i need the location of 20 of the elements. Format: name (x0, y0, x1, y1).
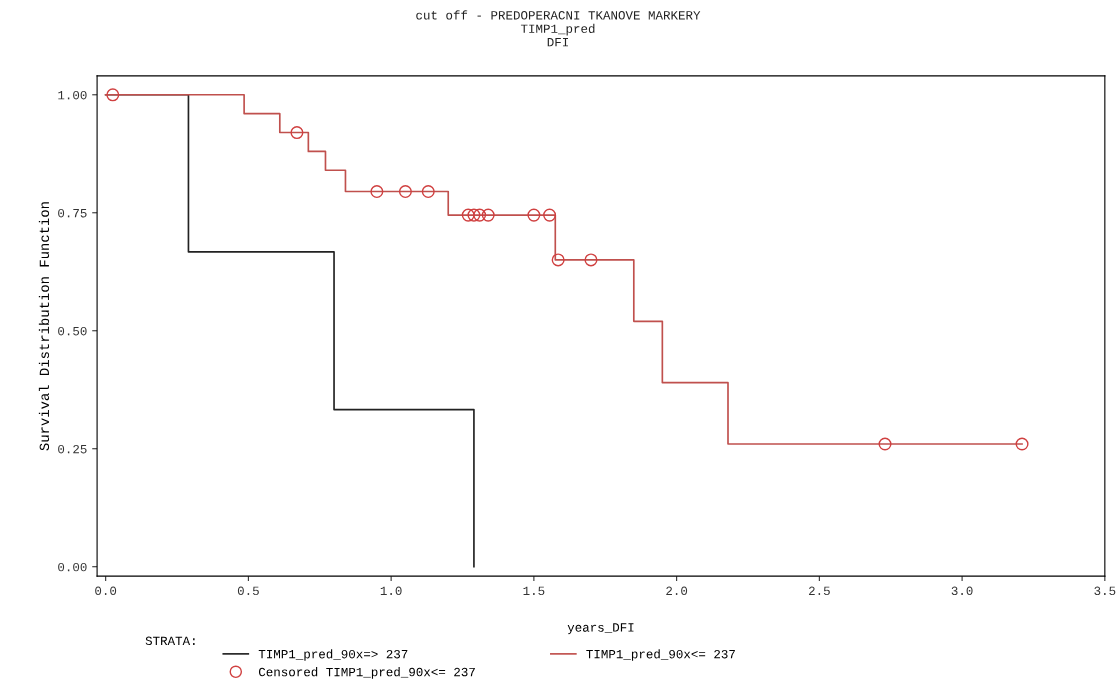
y-tick-label: 0.50 (58, 326, 87, 336)
y-tick-label: 0.25 (58, 444, 87, 454)
x-axis-title: years_DFI (567, 623, 634, 635)
legend-label: TIMP1_pred_90x=> 237 (258, 649, 408, 661)
chart-title: cut off - PREDOPERACNI TKANOVE MARKERY TIMP1_pred DFI (416, 10, 701, 47)
y-tick-label: 1.00 (58, 90, 87, 100)
y-axis-title: Survival Distribution Function (38, 202, 50, 451)
y-tick-label: 0.00 (58, 562, 87, 572)
x-tick-label: 3.0 (951, 586, 973, 596)
x-tick-label: 0.5 (237, 586, 259, 596)
legend-title: STRATA: (145, 636, 195, 646)
legend-label: Censored TIMP1_pred_90x<= 237 (258, 667, 475, 679)
x-tick-label: 0.0 (95, 586, 117, 596)
x-tick-label: 1.0 (380, 586, 402, 596)
legend-label: TIMP1_pred_90x<= 237 (586, 649, 735, 661)
x-tick-label: 1.5 (523, 586, 545, 596)
x-tick-label: 2.0 (666, 586, 688, 596)
y-tick-label: 0.75 (58, 208, 87, 218)
x-tick-label: 2.5 (808, 586, 830, 596)
x-tick-label: 3.5 (1094, 586, 1116, 596)
